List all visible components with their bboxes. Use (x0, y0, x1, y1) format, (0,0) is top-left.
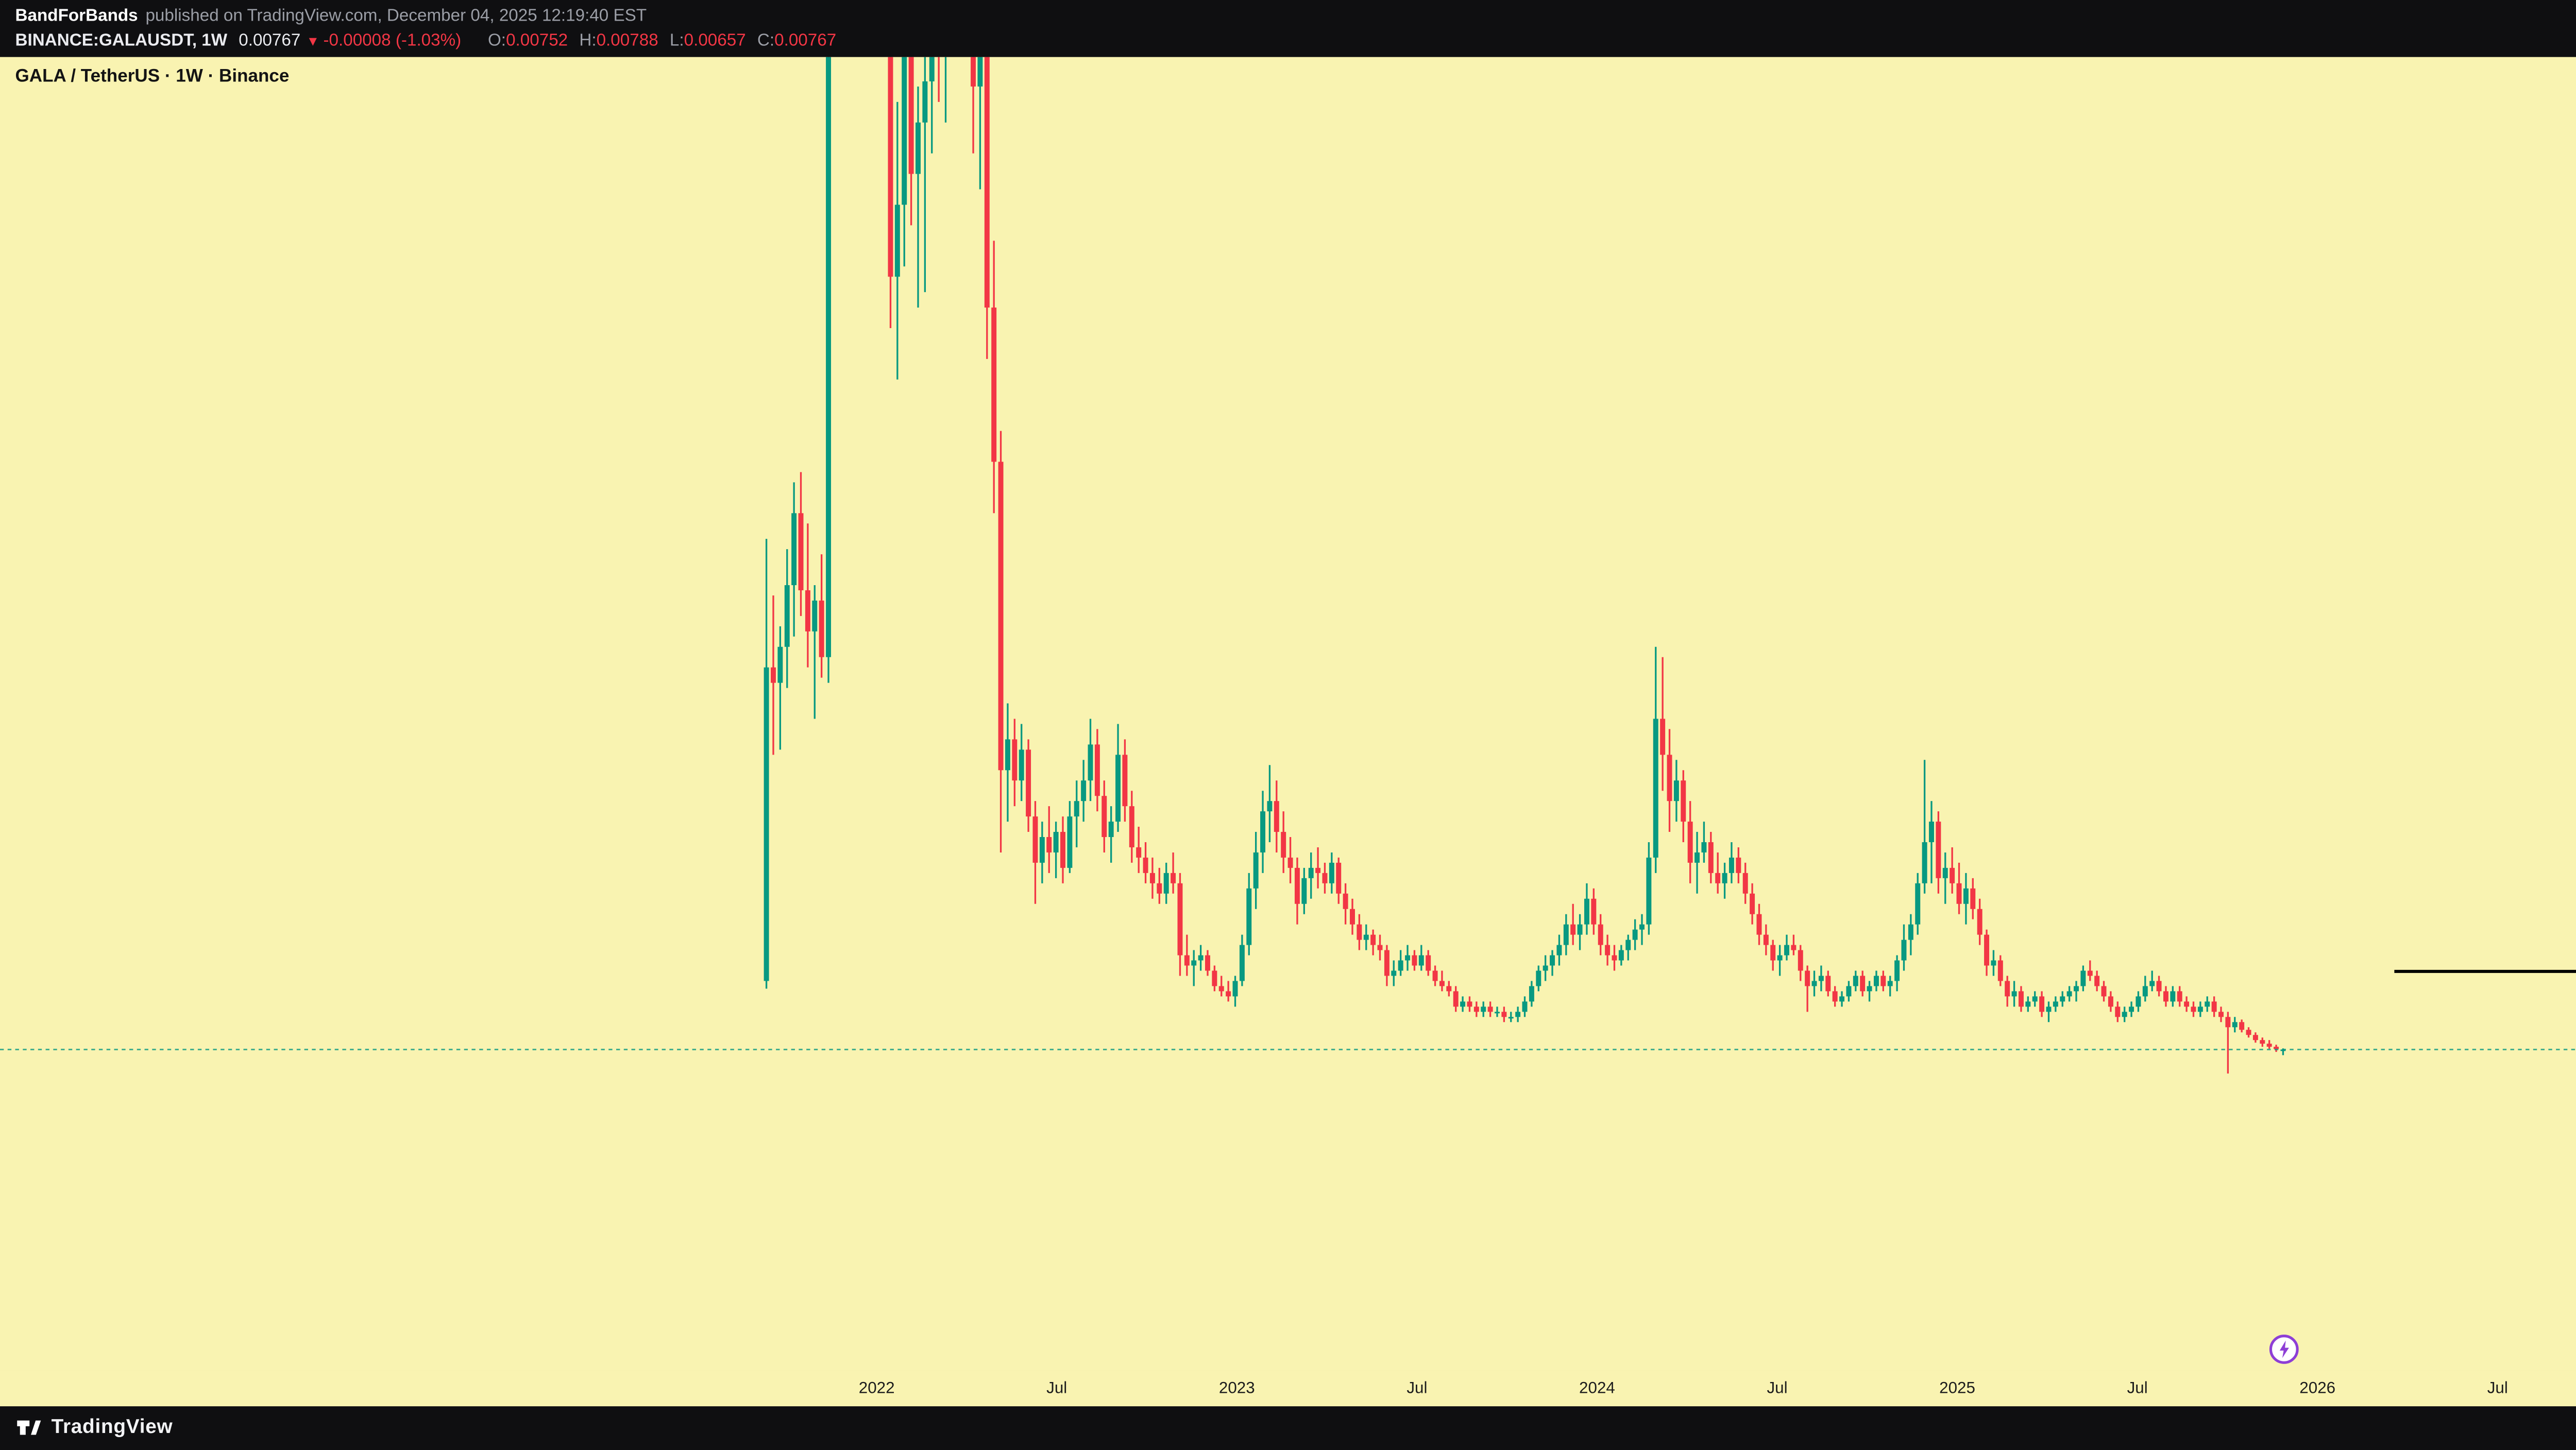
tradingview-wordmark: TradingView (51, 1415, 173, 1439)
open-label: O: (487, 30, 506, 49)
author-name: BandForBands (15, 6, 138, 25)
time-axis-label: Jul (1767, 1377, 1788, 1397)
time-axis-label: 2023 (1218, 1377, 1255, 1397)
high-value: 0.00788 (596, 30, 658, 49)
low-value: 0.00657 (684, 30, 746, 49)
time-axis-label: 2026 (2299, 1377, 2336, 1397)
footer-bar: TradingView (0, 1406, 2576, 1450)
publication-header: BandForBands published on TradingView.com… (0, 0, 2576, 57)
publish-info: published on TradingView.com, December 0… (145, 6, 647, 25)
price-change: -0.00008 (-1.03%) (323, 30, 462, 49)
price-chart-canvas[interactable]: target (0, 57, 2576, 1406)
close-value: 0.00767 (774, 30, 837, 49)
tradingview-brand[interactable]: TradingView (15, 1414, 173, 1441)
time-axis-label: 2024 (1579, 1377, 1615, 1397)
close-label: C: (757, 30, 775, 49)
time-axis-label: Jul (1406, 1377, 1428, 1397)
publication-info-row: BandForBands published on TradingView.com… (15, 4, 2576, 28)
open-value: 0.00752 (506, 30, 568, 49)
price-down-icon: ▼ (306, 36, 320, 49)
chart-pane[interactable]: target GALA / TetherUS · 1W · Binance GA… (0, 57, 2576, 1407)
time-axis-label: 2025 (1939, 1377, 1975, 1397)
time-axis[interactable]: 2022Jul2023Jul2024Jul2025Jul2026Jul2027J… (0, 1370, 2576, 1407)
high-label: H: (579, 30, 597, 49)
time-axis-label: 2022 (858, 1377, 895, 1397)
last-price: 0.00767 (239, 30, 301, 49)
tradingview-logo-icon (17, 1420, 41, 1435)
low-label: L: (669, 30, 684, 49)
time-axis-label: Jul (2487, 1377, 2508, 1397)
symbol-status-row: BINANCE:GALAUSDT, 1W 0.00767 ▼ -0.00008 (-1… (15, 28, 2576, 53)
time-axis-label: Jul (1046, 1377, 1067, 1397)
chart-legend[interactable]: GALA / TetherUS · 1W · Binance (15, 66, 290, 88)
time-axis-label: Jul (2127, 1377, 2148, 1397)
symbol-name: BINANCE:GALAUSDT, 1W (15, 30, 228, 49)
publication-flash-icon[interactable] (2269, 1334, 2299, 1364)
